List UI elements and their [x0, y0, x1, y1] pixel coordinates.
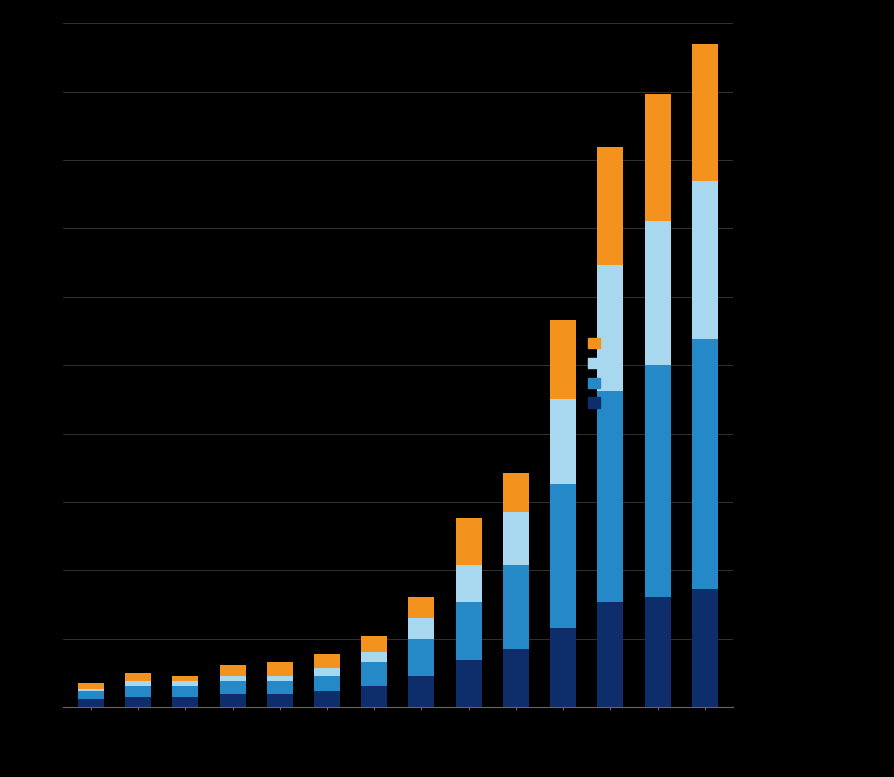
Bar [314, 692, 340, 707]
Bar [456, 565, 482, 602]
Bar [78, 699, 104, 707]
Bar [456, 517, 482, 565]
Bar [550, 628, 576, 707]
Bar [173, 686, 198, 696]
Bar [314, 654, 340, 667]
Bar [645, 94, 670, 221]
Bar [361, 662, 387, 686]
Bar [409, 597, 434, 618]
Bar [220, 694, 246, 707]
Bar [597, 602, 623, 707]
Bar [597, 392, 623, 602]
Bar [550, 399, 576, 483]
Bar [692, 44, 718, 181]
Bar [314, 675, 340, 692]
Bar [361, 652, 387, 662]
Bar [173, 696, 198, 707]
Bar [125, 686, 151, 696]
Bar [645, 365, 670, 597]
Bar [550, 483, 576, 628]
Bar [409, 639, 434, 675]
Bar [266, 675, 292, 681]
Bar [503, 650, 529, 707]
Bar [409, 675, 434, 707]
Bar [220, 675, 246, 681]
Bar [645, 221, 670, 365]
Bar [78, 692, 104, 699]
Bar [692, 339, 718, 589]
Bar [550, 320, 576, 399]
Bar [503, 513, 529, 565]
Bar [220, 681, 246, 694]
Bar [266, 681, 292, 694]
Bar [125, 681, 151, 686]
Bar [125, 673, 151, 681]
Bar [692, 589, 718, 707]
Bar [266, 694, 292, 707]
Bar [503, 565, 529, 650]
Bar [361, 636, 387, 652]
Bar [266, 662, 292, 675]
Bar [78, 684, 104, 688]
Bar [314, 667, 340, 675]
Bar [503, 473, 529, 513]
Bar [78, 688, 104, 692]
Bar [173, 675, 198, 681]
Legend: , , , : , , , [588, 337, 603, 410]
Bar [456, 602, 482, 660]
Bar [456, 660, 482, 707]
Bar [173, 681, 198, 686]
Bar [409, 618, 434, 639]
Bar [597, 265, 623, 392]
Bar [597, 147, 623, 265]
Bar [125, 696, 151, 707]
Bar [361, 686, 387, 707]
Bar [692, 181, 718, 339]
Bar [220, 665, 246, 675]
Bar [645, 597, 670, 707]
